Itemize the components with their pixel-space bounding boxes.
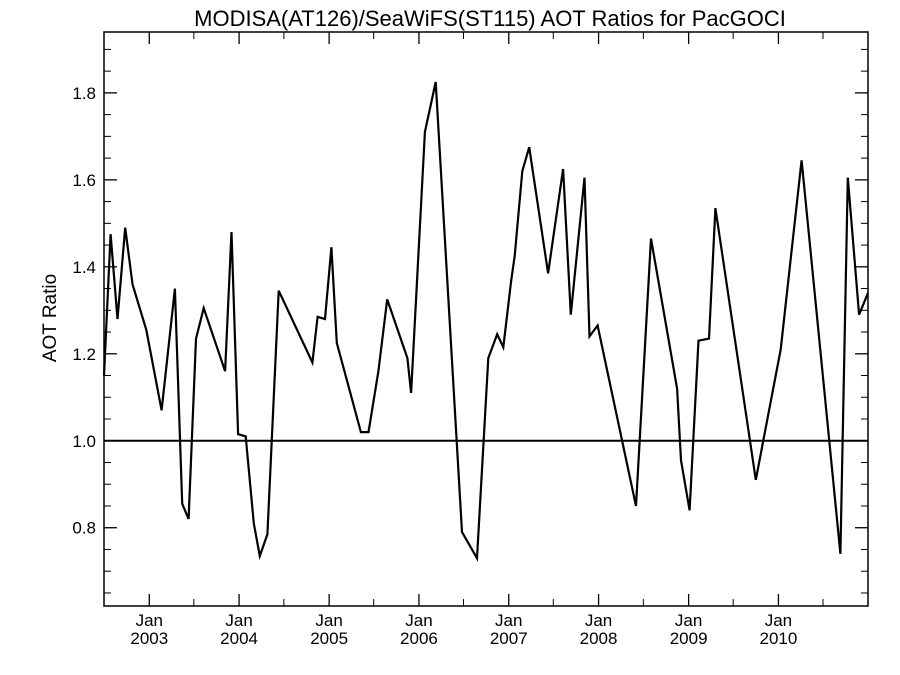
x-tick-year-label: 2007	[490, 629, 528, 648]
y-tick-label: 1.8	[72, 84, 96, 103]
series-group	[102, 81, 870, 562]
x-tick-month-label: Jan	[136, 611, 163, 630]
x-tick-month-label: Jan	[585, 611, 612, 630]
chart-title: MODISA(AT126)/SeaWiFS(ST115) AOT Ratios …	[194, 6, 786, 31]
x-tick-month-label: Jan	[315, 611, 342, 630]
x-tick-month-label: Jan	[765, 611, 792, 630]
x-tick-month-label: Jan	[495, 611, 522, 630]
y-axis-label: AOT Ratio	[40, 274, 61, 362]
y-tick-label: 1.2	[72, 345, 96, 364]
x-tick-year-label: 2009	[670, 629, 708, 648]
y-tick-label: 0.8	[72, 519, 96, 538]
y-tick-label: 1.0	[72, 432, 96, 451]
x-tick-month-label: Jan	[225, 611, 252, 630]
y-tick-label: 1.6	[72, 171, 96, 190]
x-tick-year-label: 2008	[580, 629, 618, 648]
x-tick-month-label: Jan	[405, 611, 432, 630]
tick-labels: 0.81.01.21.41.61.8Jan2003Jan2004Jan2005J…	[72, 84, 797, 648]
y-tick-label: 1.4	[72, 258, 96, 277]
x-tick-year-label: 2003	[130, 629, 168, 648]
x-tick-year-label: 2005	[310, 629, 348, 648]
axes	[104, 32, 868, 606]
x-tick-year-label: 2006	[400, 629, 438, 648]
x-tick-month-label: Jan	[675, 611, 702, 630]
x-tick-year-label: 2010	[760, 629, 798, 648]
series-line	[102, 81, 870, 562]
x-tick-year-label: 2004	[220, 629, 258, 648]
plot-frame	[103, 31, 869, 607]
